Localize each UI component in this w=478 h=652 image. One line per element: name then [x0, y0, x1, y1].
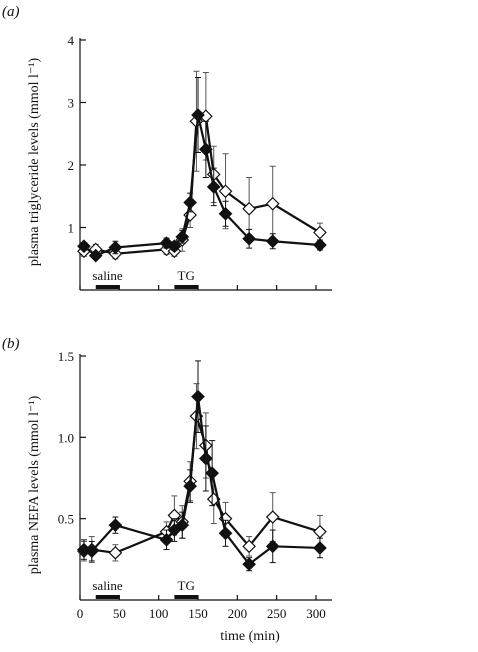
data-point-filled-b [242, 557, 256, 572]
data-point-filled-b [84, 544, 99, 559]
data-point-filled-b [218, 526, 233, 541]
data-point-filled-a [218, 206, 233, 221]
data-point-filled-b [205, 466, 220, 480]
data-point-filled-a [167, 239, 182, 254]
data-point-open-a [265, 196, 280, 211]
x-axis-label-b: time (min) [220, 629, 280, 644]
data-point-open-b [108, 545, 123, 560]
data-point-filled-b [108, 518, 123, 533]
data-point-open-a [313, 225, 327, 240]
data-point-filled-a [88, 248, 103, 263]
data-point-filled-a [206, 180, 221, 194]
infusion-label-TG: TG [178, 578, 195, 593]
data-point-filled-a [183, 195, 197, 210]
x-tick-label-b: 50 [113, 606, 126, 621]
y-tick-label-a: 2 [68, 158, 75, 173]
y-tick-label-a: 4 [68, 33, 75, 48]
data-point-open-b [265, 510, 280, 524]
data-point-filled-a [199, 142, 213, 157]
data-point-open-b [242, 539, 256, 554]
data-point-filled-b [159, 532, 174, 547]
data-point-filled-a [108, 240, 123, 255]
y-tick-label-b: 0.5 [58, 512, 74, 527]
data-point-filled-a [175, 230, 190, 244]
data-point-filled-a [265, 234, 280, 249]
y-tick-label-a: 3 [68, 96, 75, 111]
x-tick-label-b: 0 [77, 606, 84, 621]
data-point-filled-a [77, 239, 91, 254]
x-tick-label-b: 200 [228, 606, 248, 621]
y-tick-label-b: 1.5 [58, 349, 74, 364]
infusion-label-saline: saline [92, 578, 123, 593]
data-point-filled-a [313, 238, 327, 252]
data-point-filled-a [242, 231, 256, 246]
data-point-filled-b [183, 479, 197, 493]
series-line-filled-b [83, 396, 320, 566]
data-point-open-a [242, 201, 256, 216]
infusion-label-TG: TG [178, 268, 195, 283]
data-point-filled-b [313, 541, 327, 555]
y-axis-label-b: plasma NEFA levels (mmol l⁻¹) [27, 395, 42, 574]
data-point-open-a [218, 184, 233, 199]
y-tick-label-b: 1.0 [58, 430, 74, 445]
data-point-open-b [313, 524, 327, 539]
y-axis-label-a: plasma triglyceride levels (mmol l⁻¹) [27, 58, 42, 267]
series-line-filled-a [83, 114, 321, 257]
panel-label-b: (b) [2, 336, 20, 352]
panel-label-a: (a) [2, 4, 20, 20]
data-point-filled-b [265, 539, 280, 554]
x-tick-label-b: 100 [149, 606, 169, 621]
x-tick-label-b: 300 [306, 606, 326, 621]
x-tick-label-b: 250 [267, 606, 287, 621]
x-tick-label-b: 150 [188, 606, 208, 621]
y-tick-label-a: 1 [68, 221, 75, 236]
panel-b: (b) plasma NEFA levels (mmol l⁻¹) time (… [2, 336, 332, 644]
data-point-filled-b [191, 389, 205, 404]
infusion-label-saline: saline [92, 268, 123, 283]
data-point-filled-b [199, 451, 213, 466]
panel-a: (a) plasma triglyceride levels (mmol l⁻¹… [2, 4, 332, 291]
series-line-open-b [83, 415, 321, 554]
data-point-filled-b [175, 518, 190, 533]
data-point-filled-a [191, 108, 205, 122]
